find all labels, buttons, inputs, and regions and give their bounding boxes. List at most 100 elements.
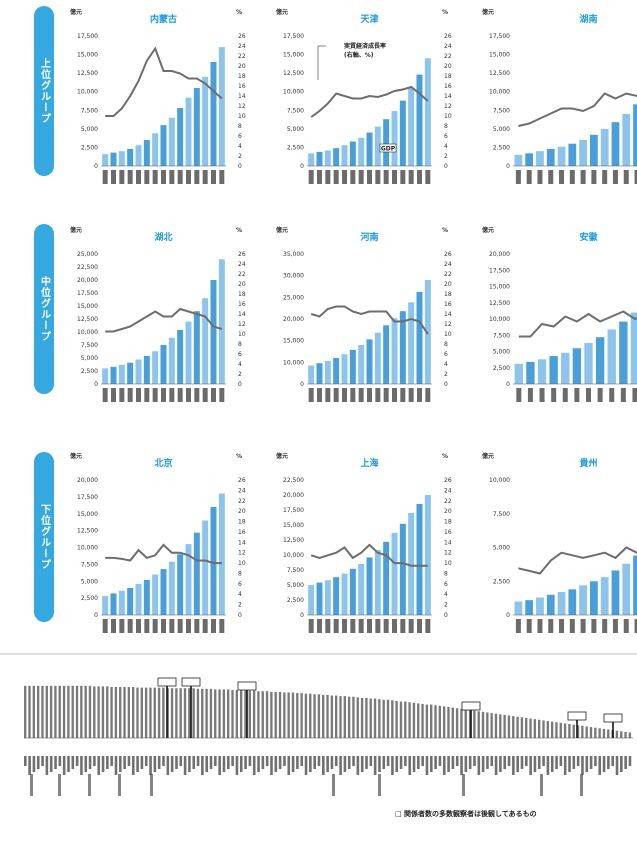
x-tick-mark (317, 170, 322, 184)
x-tick-mark (177, 388, 183, 402)
category-label-mark (270, 756, 273, 775)
chart-svg-7: 北京 億元 % 20,000 17,500 15,000 12,500 10,000 7,500… (70, 452, 246, 633)
category-label-mark (119, 756, 122, 772)
x-tick-mark (325, 619, 331, 633)
x-tick-mark (539, 388, 545, 402)
x-tick-mark (358, 170, 364, 184)
bar (590, 581, 598, 615)
bar (391, 532, 398, 615)
x-tick-mark (383, 170, 389, 184)
right-tick-label: 0 (238, 381, 242, 388)
bar (568, 143, 577, 166)
bar (546, 594, 555, 615)
bar (417, 703, 420, 738)
bar (399, 311, 406, 384)
bar (424, 280, 431, 384)
bar (473, 710, 476, 738)
category-label-mark (227, 756, 230, 769)
category-label-mark (624, 756, 627, 769)
x-tick-mark (408, 388, 414, 402)
x-tick-mark (562, 388, 568, 402)
y-tick-label: 2,500 (287, 144, 304, 151)
bar (210, 280, 217, 384)
bar (514, 154, 523, 166)
bar (430, 704, 433, 738)
left-axis-unit: 億元 (70, 226, 82, 234)
footer-note: □ 関係者数の多数観察者は後観してあるもの (395, 809, 537, 818)
category-label-mark (296, 756, 299, 769)
y-tick-label: 0 (94, 612, 98, 619)
bar (391, 111, 398, 166)
chart-svg-9: 貴州 億元 10,000 7,500 5,000 2,500 0 (482, 452, 637, 633)
bar (291, 692, 295, 738)
annotation-axis-label: (右軸、%) (344, 51, 374, 59)
category-label-mark (464, 756, 468, 772)
right-tick-label: 4 (444, 143, 448, 150)
bar (231, 690, 234, 738)
category-label-mark (28, 756, 31, 775)
category-label-mark (343, 756, 347, 772)
x-tick-mark (597, 388, 603, 402)
y-tick-label: 0 (94, 163, 98, 170)
x-tick-mark (317, 619, 322, 633)
x-tick-mark (136, 388, 141, 402)
right-tick-label: 0 (238, 612, 242, 619)
bar (170, 688, 174, 738)
bar (356, 697, 359, 738)
x-tick-mark (308, 170, 314, 184)
bar (595, 337, 605, 384)
y-tick-label: 2,500 (287, 597, 304, 604)
category-label-mark (179, 756, 183, 766)
x-tick-mark (623, 170, 629, 184)
highlight-box (157, 677, 177, 687)
bar (160, 569, 167, 615)
x-tick-mark (526, 170, 532, 184)
left-axis-unit: 億元 (276, 452, 288, 460)
bar (32, 685, 36, 738)
category-label-mark (360, 756, 364, 772)
y-tick-label: 2,500 (493, 144, 510, 151)
y-tick-label: 25,000 (77, 251, 98, 258)
bar (114, 687, 118, 738)
chart-svg-5: 河南 億元 % 35,000 30,000 25,000 20,000 15,000 10,00… (276, 226, 452, 402)
chart-title: 河南 (360, 231, 378, 243)
x-tick-mark (612, 619, 618, 633)
chart-svg-2: 天津 億元 % 17,500 15,000 12,500 10,000 7,500 5,000 2… (276, 8, 452, 184)
x-tick-mark (333, 619, 339, 633)
x-tick-mark (186, 170, 191, 184)
bar (205, 688, 208, 738)
category-label-mark (589, 756, 593, 769)
category-label-mark (499, 756, 502, 772)
bar (185, 97, 192, 166)
chart-svg-6: 安徽 億元 20,000 17,500 15,000 12,500 10,000 7,500 5… (482, 226, 637, 402)
bar (218, 259, 225, 384)
bar (152, 574, 159, 615)
category-label-mark (468, 756, 472, 769)
bar (557, 146, 566, 166)
bar (102, 596, 109, 615)
x-tick-mark (358, 619, 364, 633)
category-label-mark (559, 756, 563, 766)
bar (317, 694, 321, 738)
bar (349, 349, 356, 384)
category-label-mark (88, 774, 91, 796)
category-label-mark (486, 756, 489, 769)
left-axis-unit: 億元 (482, 226, 494, 234)
right-tick-label: 22 (238, 498, 246, 505)
x-tick-mark (152, 170, 158, 184)
chart-title: 天津 (360, 13, 378, 25)
bar (611, 570, 620, 615)
y-tick-label: 17,500 (489, 33, 510, 40)
category-label-mark (477, 756, 481, 775)
bar (324, 360, 331, 384)
bar (214, 689, 217, 738)
x-tick-mark (127, 619, 133, 633)
right-axis-unit: % (236, 9, 242, 16)
bar (594, 727, 597, 738)
x-tick-mark (161, 388, 166, 402)
bar (568, 589, 577, 615)
bar (131, 687, 135, 738)
right-tick-label: 4 (444, 591, 448, 598)
bar (572, 348, 582, 384)
category-label-mark (170, 756, 174, 772)
